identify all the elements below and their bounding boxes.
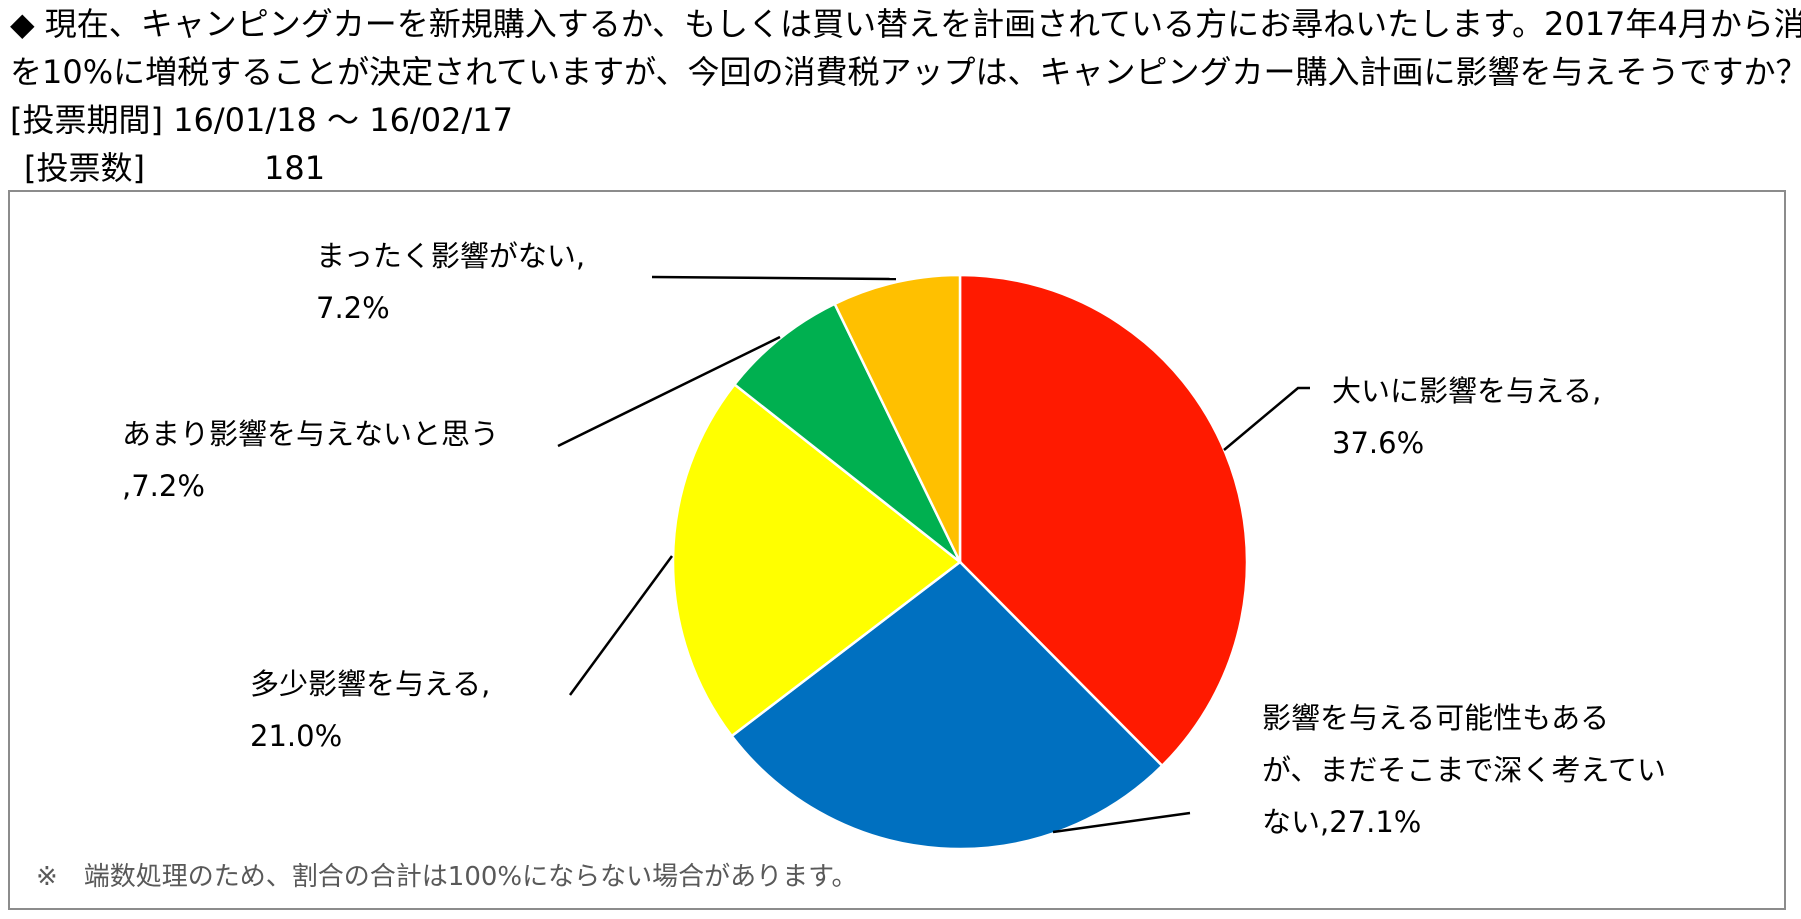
question-line-2: を10%に増税することが決定されていますが、今回の消費税アップは、キャンピングカ…: [10, 53, 1801, 91]
question-line-1: ◆ 現在、キャンピングカーを新規購入するか、もしくは買い替えを計画されている方に…: [10, 5, 1801, 43]
leader-line-oiini: [1223, 386, 1310, 451]
label-tashou: 多少影響を与える, 21.0%: [250, 667, 491, 753]
leader-line-mattaku: [651, 275, 897, 281]
label-amari: あまり影響を与えないと思う ,7.2%: [122, 417, 500, 503]
leader-line-amari: [557, 335, 781, 448]
voting-period: [投票期間] 16/01/18 ～ 16/02/17: [10, 96, 1795, 144]
slice-mattaku: [832, 273, 962, 563]
slice-amari: [732, 302, 962, 563]
slice-kanousei: [729, 560, 1164, 851]
voting-period-value: 16/01/18 ～ 16/02/17: [173, 101, 513, 139]
leader-line-tashou: [568, 555, 674, 696]
slice-tashou: [671, 382, 963, 738]
vote-count: [投票数] 181: [10, 144, 1795, 192]
voting-period-label: [投票期間]: [10, 101, 163, 139]
question-header: ◆ 現在、キャンピングカーを新規購入するか、もしくは買い替えを計画されている方に…: [10, 0, 1801, 192]
label-oiini: 大いに影響を与える, 37.6%: [1332, 374, 1602, 460]
vote-count-label: [投票数]: [24, 149, 145, 187]
slice-oiini: [958, 273, 1249, 768]
label-mattaku: まったく影響がない, 7.2%: [316, 239, 586, 325]
label-kanousei: 影響を与える可能性もある が、まだそこまで深く考えてい ない,27.1%: [1262, 701, 1666, 839]
vote-count-value: 181: [264, 149, 326, 187]
footnote: ※ 端数処理のため、割合の合計は100%にならない場合があります。: [36, 862, 858, 892]
leader-line-kanousei: [1052, 811, 1191, 834]
